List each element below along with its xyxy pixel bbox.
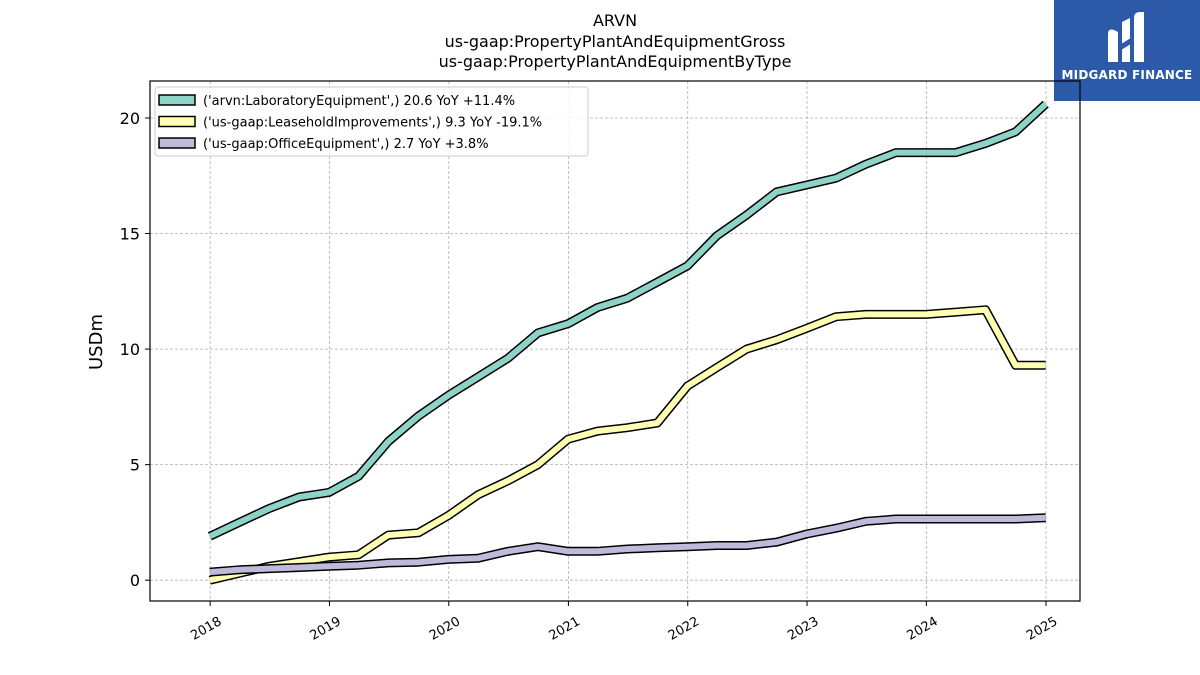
chart-subtitle: us-gaap:PropertyPlantAndEquipmentGross — [444, 32, 786, 51]
legend-swatch — [158, 115, 196, 128]
y-tick-label: 15 — [120, 225, 140, 244]
legend-swatch — [158, 137, 196, 149]
chart-subtitle-2: us-gaap:PropertyPlantAndEquipmentByType — [438, 52, 792, 71]
x-tick-label: 2018 — [188, 614, 224, 644]
legend-label: ('arvn:LaboratoryEquipment',) 20.6 YoY +… — [203, 94, 515, 109]
legend-label: ('us-gaap:OfficeEquipment',) 2.7 YoY +3.… — [203, 137, 489, 152]
logo-mark-icon — [1108, 12, 1144, 62]
legend-box — [154, 86, 589, 157]
logo-text: MIDGARD FINANCE — [1061, 68, 1193, 82]
x-tick-label: 2024 — [905, 614, 941, 644]
axes: 0 5 10 15 20 2018 2019 2020 2021 2022 2023 2024 2025 — [120, 109, 1061, 644]
legend-swatch — [158, 94, 196, 106]
midgard-finance-logo: MIDGARD FINANCE — [1054, 0, 1200, 101]
plot-frame — [149, 80, 1081, 602]
y-tick-label: 5 — [130, 456, 140, 475]
series-line-0 — [207, 100, 1049, 541]
x-tick-label: 2019 — [308, 614, 344, 644]
series-line-2 — [209, 513, 1046, 577]
grid — [150, 81, 1080, 601]
series-fill — [208, 101, 1048, 540]
x-tick-label: 2025 — [1024, 614, 1060, 644]
chart-title: ARVN — [592, 11, 638, 30]
x-tick-label: 2022 — [666, 614, 702, 644]
legend-label: ('us-gaap:LeaseholdImprovements',) 9.3 Y… — [203, 116, 542, 131]
series-line-1 — [208, 305, 1046, 585]
legend: ('arvn:LaboratoryEquipment',) 20.6 YoY +… — [154, 86, 589, 157]
series-outline — [207, 100, 1049, 541]
x-tick-label: 2020 — [427, 614, 463, 644]
x-tick-label: 2021 — [547, 614, 583, 644]
series-fill — [209, 306, 1046, 584]
y-tick-label: 10 — [120, 340, 140, 359]
x-tick-label: 2023 — [785, 614, 821, 644]
y-tick-label: 20 — [120, 109, 140, 128]
series-outline — [208, 305, 1046, 585]
y-tick-label: 0 — [130, 571, 140, 590]
y-axis-label: USDm — [86, 314, 107, 370]
series-layer — [207, 100, 1049, 585]
series-fill — [209, 514, 1046, 576]
